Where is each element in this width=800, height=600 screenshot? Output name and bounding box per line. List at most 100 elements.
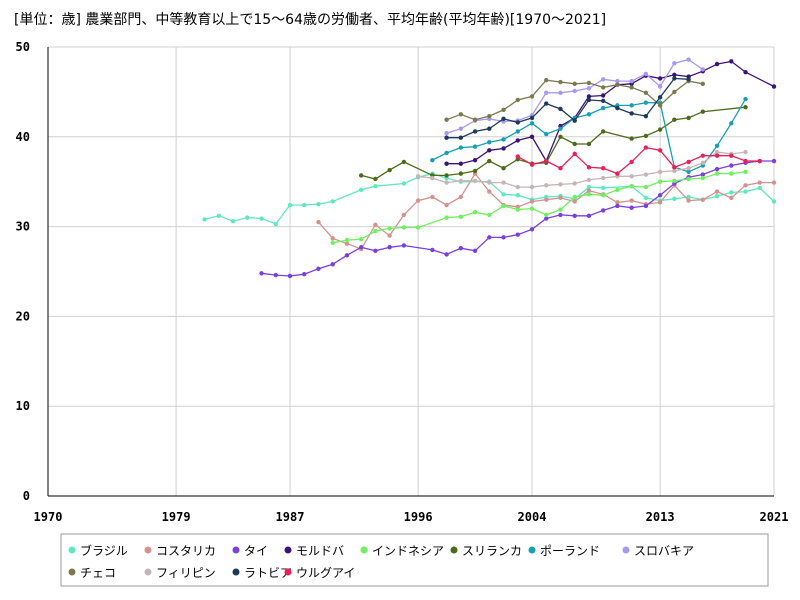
data-point <box>544 216 549 221</box>
data-point <box>330 262 335 267</box>
data-point <box>600 166 606 171</box>
series-line <box>446 77 689 139</box>
data-point <box>330 240 335 245</box>
data-point <box>501 235 506 240</box>
data-point <box>501 192 506 197</box>
data-point <box>686 194 691 200</box>
data-point <box>586 86 592 91</box>
data-point <box>202 217 207 222</box>
data-point <box>657 95 663 100</box>
data-point <box>487 180 492 185</box>
data-point <box>629 205 634 210</box>
data-point <box>302 271 307 277</box>
data-point <box>487 126 492 131</box>
legend-marker <box>144 546 152 554</box>
data-point <box>458 171 464 176</box>
series-4 <box>330 169 748 245</box>
data-point <box>657 103 663 108</box>
y-tick-label: 30 <box>16 220 30 234</box>
data-point <box>387 245 392 250</box>
legend-label: ブラジル <box>80 543 128 558</box>
data-point <box>729 153 734 158</box>
data-point <box>487 212 492 218</box>
axes <box>47 47 774 497</box>
legend-marker <box>284 568 292 576</box>
data-point <box>672 76 677 81</box>
data-point <box>572 213 577 219</box>
data-point <box>657 169 663 175</box>
legend-marker <box>68 568 76 576</box>
data-point <box>245 215 250 220</box>
data-point <box>714 153 720 158</box>
data-point <box>401 225 407 230</box>
chart-title: [単位：歳] 農業部門、中等教育以上で15～64歳の労働者、平均年齢(平均年齢)… <box>14 11 606 28</box>
data-point <box>401 243 407 248</box>
data-point <box>686 169 691 175</box>
data-point <box>615 82 620 87</box>
data-point <box>700 197 706 202</box>
data-point <box>472 129 478 134</box>
data-point <box>458 161 464 166</box>
series-11 <box>515 145 762 176</box>
data-point <box>586 188 592 193</box>
data-point <box>430 194 435 200</box>
data-point <box>743 69 748 75</box>
data-point <box>700 160 706 166</box>
data-point <box>501 107 506 113</box>
data-point <box>771 180 777 185</box>
data-point <box>515 154 520 159</box>
data-point <box>629 198 634 203</box>
data-point <box>529 134 535 139</box>
data-point <box>743 158 748 164</box>
data-point <box>373 183 378 189</box>
data-point <box>487 148 492 153</box>
data-point <box>373 248 378 254</box>
data-point <box>515 192 520 198</box>
legend-label: スロバキア <box>634 544 694 558</box>
legend-label: スリランカ <box>462 544 522 558</box>
data-point <box>615 203 620 209</box>
data-point <box>344 241 350 246</box>
data-point <box>487 158 492 164</box>
data-point <box>729 163 734 168</box>
data-point <box>700 67 706 72</box>
data-point <box>586 192 592 197</box>
data-point <box>558 207 563 212</box>
data-point <box>672 117 677 122</box>
data-point <box>458 214 464 219</box>
data-point <box>657 127 663 132</box>
data-point <box>686 115 691 121</box>
series-9 <box>415 149 748 190</box>
data-point <box>444 131 449 136</box>
data-point <box>501 146 506 151</box>
data-point <box>515 129 520 134</box>
legend-marker <box>232 546 240 554</box>
data-point <box>444 150 449 156</box>
data-point <box>287 202 293 208</box>
data-point <box>600 98 606 104</box>
data-point <box>729 121 734 126</box>
data-point <box>444 252 449 257</box>
data-point <box>714 189 720 194</box>
data-point <box>600 192 606 198</box>
data-point <box>544 158 549 164</box>
series-6 <box>430 96 748 175</box>
data-point <box>700 153 706 158</box>
data-point <box>558 134 563 139</box>
data-point <box>572 81 577 87</box>
data-point <box>600 185 606 191</box>
data-point <box>600 85 606 90</box>
data-point <box>515 97 520 103</box>
data-point <box>501 166 506 171</box>
data-point <box>643 203 649 209</box>
data-point <box>729 59 734 64</box>
legend-marker <box>284 546 292 554</box>
data-point <box>358 236 364 242</box>
data-point <box>515 232 520 237</box>
data-point <box>387 226 392 231</box>
data-point <box>600 77 606 82</box>
data-point <box>629 78 634 84</box>
data-point <box>529 115 535 121</box>
legend-label: フィリピン <box>156 566 216 580</box>
data-point <box>415 174 421 179</box>
